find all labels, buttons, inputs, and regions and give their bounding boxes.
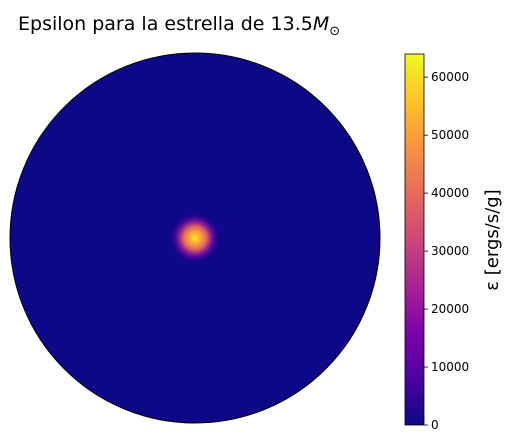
colorbar-gradient (404, 53, 425, 426)
colorbar: 0 10000 20000 30000 40000 50000 60000 ε [ergs/… (404, 53, 503, 432)
colorbar-tick-label: 10000 (431, 360, 469, 374)
chart-title-text: Epsilon para la estrella de 13.5 (18, 13, 313, 35)
colorbar-tick-label: 20000 (431, 302, 469, 316)
disk-outline (9, 52, 381, 424)
polar-heatmap (9, 52, 381, 424)
colorbar-tick-label: 30000 (431, 244, 469, 258)
colorbar-tick-label: 0 (431, 418, 439, 432)
colorbar-tick-label: 60000 (431, 70, 469, 84)
colorbar-tick-label: 40000 (431, 186, 469, 200)
central-peak (169, 212, 221, 264)
chart-title: Epsilon para la estrella de 13.5M⊙ (18, 13, 340, 39)
colorbar-ticks: 0 10000 20000 30000 40000 50000 60000 (424, 70, 469, 432)
chart-title-math-sub: ⊙ (329, 24, 340, 39)
chart-title-math: M (313, 13, 329, 35)
svg-text:Epsilon para la estrella de 13: Epsilon para la estrella de 13.5M⊙ (18, 13, 340, 39)
colorbar-tick-label: 50000 (431, 128, 469, 142)
colorbar-label: ε [ergs/s/g] (482, 189, 503, 290)
